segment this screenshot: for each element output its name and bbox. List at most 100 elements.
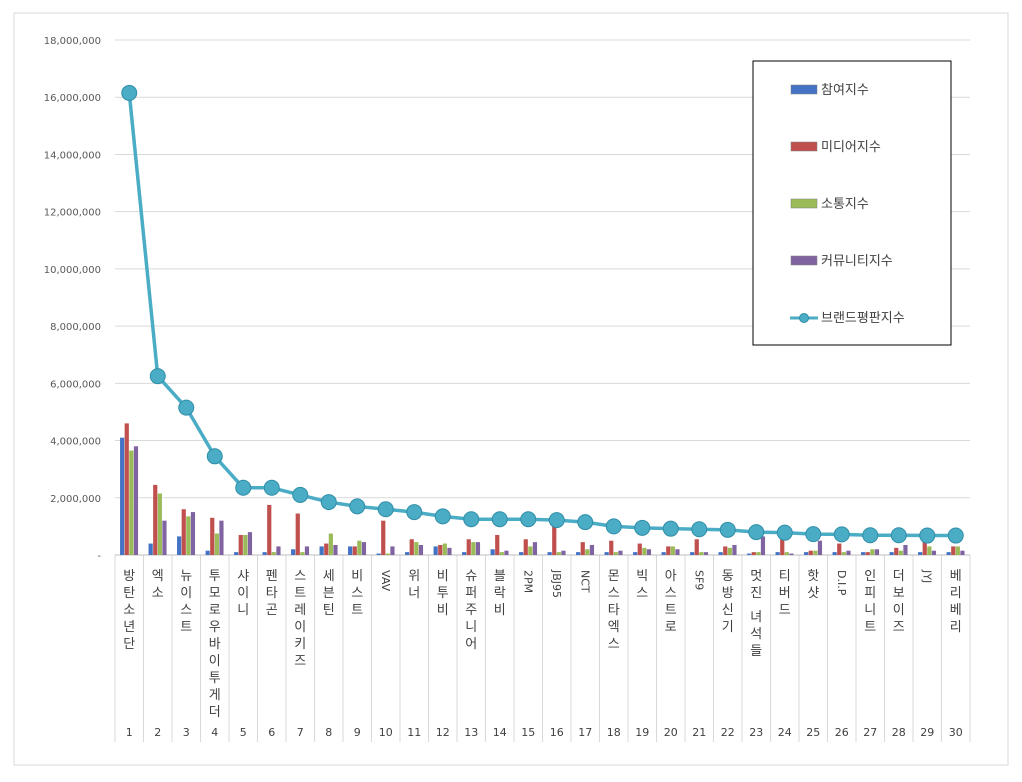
rank-label: 9 xyxy=(354,726,361,739)
bar xyxy=(291,549,296,555)
data-point xyxy=(121,84,138,101)
bar xyxy=(780,537,785,555)
rank-label: 14 xyxy=(493,726,507,739)
y-tick-label: 12,000,000 xyxy=(44,208,101,219)
data-point xyxy=(463,511,480,528)
category-label: JYJ xyxy=(920,569,933,583)
rank-label: 23 xyxy=(749,726,763,739)
bar xyxy=(556,552,561,555)
bar xyxy=(238,534,243,555)
bar xyxy=(894,547,899,555)
bar xyxy=(361,542,367,555)
bar xyxy=(495,534,500,555)
rank-label: 11 xyxy=(407,726,421,739)
bar xyxy=(499,552,504,555)
bar xyxy=(405,552,410,555)
y-tick-label: 8,000,000 xyxy=(50,322,101,333)
bar xyxy=(532,542,538,555)
category-label: D.I.P xyxy=(835,570,848,596)
bar xyxy=(585,549,590,555)
rank-label: 27 xyxy=(863,726,877,739)
bar xyxy=(694,539,699,555)
legend-marker xyxy=(799,313,809,323)
bar xyxy=(547,552,552,555)
bar xyxy=(960,550,965,555)
rank-label: 29 xyxy=(920,726,934,739)
data-point xyxy=(947,527,964,544)
rank-label: 26 xyxy=(835,726,849,739)
data-point xyxy=(662,520,679,537)
bar xyxy=(300,552,305,555)
bar xyxy=(903,544,908,555)
rank-label: 20 xyxy=(664,726,678,739)
data-point xyxy=(377,501,394,518)
bar xyxy=(124,423,129,555)
data-point xyxy=(691,521,708,538)
data-point xyxy=(890,527,907,544)
bar xyxy=(760,536,766,555)
legend-swatch xyxy=(790,255,818,266)
bar xyxy=(813,550,818,555)
bar xyxy=(633,552,638,555)
bar xyxy=(385,553,390,555)
data-point xyxy=(235,479,252,496)
bar xyxy=(817,540,823,555)
bar xyxy=(247,532,253,555)
bar xyxy=(271,552,276,555)
bar xyxy=(747,553,752,555)
rank-label: 28 xyxy=(892,726,906,739)
bar xyxy=(703,552,709,555)
bar xyxy=(523,539,528,555)
bar xyxy=(205,550,210,555)
bar xyxy=(376,553,381,555)
data-point xyxy=(434,508,451,525)
bar xyxy=(609,540,614,555)
bar xyxy=(433,546,438,555)
bar xyxy=(718,552,723,555)
bar xyxy=(267,504,272,555)
bar xyxy=(561,550,566,555)
bar xyxy=(234,552,239,555)
y-tick-label: 18,000,000 xyxy=(44,36,101,47)
data-point xyxy=(178,399,195,416)
rank-label: 6 xyxy=(268,726,275,739)
data-point xyxy=(206,448,223,465)
bar xyxy=(661,552,666,555)
legend-label: 미디어지수 xyxy=(821,140,881,155)
legend-box xyxy=(752,60,952,346)
bar xyxy=(120,437,125,555)
rank-label: 17 xyxy=(578,726,592,739)
bar xyxy=(295,513,300,555)
legend-label: 브랜드평판지수 xyxy=(821,311,905,326)
rank-label: 16 xyxy=(550,726,564,739)
bar xyxy=(732,544,737,555)
bar xyxy=(874,549,880,555)
legend-swatch xyxy=(790,198,818,209)
bar xyxy=(418,544,424,555)
bar xyxy=(328,533,333,555)
bar xyxy=(219,520,224,555)
rank-label: 21 xyxy=(692,726,706,739)
data-point xyxy=(776,524,793,541)
bar xyxy=(637,543,642,555)
data-point xyxy=(719,521,736,538)
data-point xyxy=(349,498,366,515)
bar xyxy=(148,543,153,555)
bars xyxy=(120,423,965,555)
bar xyxy=(846,550,851,555)
rank-label: 1 xyxy=(126,726,133,739)
bar xyxy=(931,550,937,555)
